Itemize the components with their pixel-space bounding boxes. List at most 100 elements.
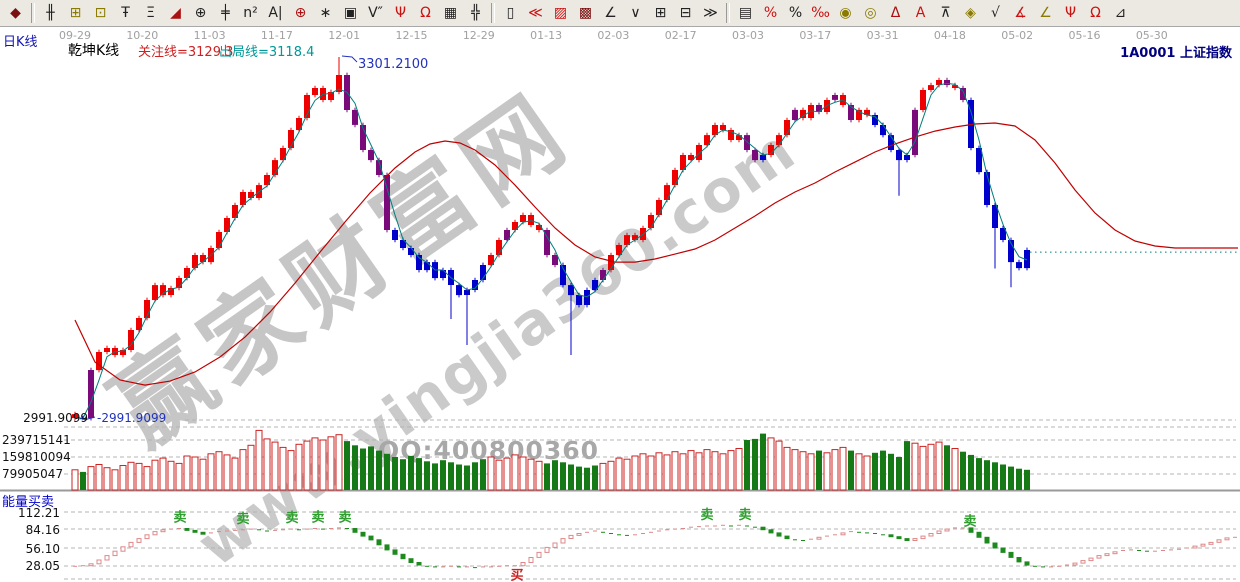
energy-candle xyxy=(896,536,902,540)
candle xyxy=(880,125,886,136)
toolbar-tool-icon[interactable]: ◈ xyxy=(965,5,976,21)
toolbar-tool-icon[interactable]: ⊕ xyxy=(194,5,207,21)
toolbar-tool-icon[interactable]: ╪ xyxy=(221,5,230,21)
energy-pane-title[interactable]: 能量买卖 xyxy=(2,495,55,510)
toolbar-tool-icon[interactable]: ≪ xyxy=(528,5,543,21)
volume-bar xyxy=(888,453,894,490)
volume-bar xyxy=(80,471,86,490)
volume-bar xyxy=(896,457,902,490)
sell-marker: 卖 xyxy=(963,513,976,529)
peak-annotation: 3301.2100 xyxy=(358,57,429,72)
energy-candle xyxy=(120,546,126,552)
toolbar-tool-icon[interactable]: ∠ xyxy=(604,5,617,21)
toolbar-tool-icon[interactable]: ▤ xyxy=(738,5,753,21)
energy-candle xyxy=(784,535,790,540)
volume-bar xyxy=(215,451,223,491)
toolbar-tool-icon[interactable]: ▨ xyxy=(553,5,568,21)
volume-bar xyxy=(919,445,927,491)
toolbar-tool-icon[interactable]: ≫ xyxy=(703,5,718,21)
candle xyxy=(200,255,206,262)
toolbar-tool-icon[interactable]: ◉ xyxy=(839,5,852,21)
date-label: 05-16 xyxy=(1068,29,1101,42)
volume-bar xyxy=(968,454,974,490)
candle xyxy=(160,285,166,296)
energy-candle xyxy=(144,534,150,540)
toolbar-tool-icon[interactable]: Δ xyxy=(890,5,901,21)
energy-candle xyxy=(1024,561,1030,566)
toolbar-tool-icon[interactable]: % xyxy=(788,5,803,21)
energy-candle xyxy=(1008,551,1014,558)
volume-bar xyxy=(111,469,119,491)
attention-line-label: 关注线=3129.3 xyxy=(138,45,234,60)
energy-candle xyxy=(392,549,398,555)
candle xyxy=(728,130,734,140)
toolbar-tool-icon[interactable]: ◢ xyxy=(170,5,181,21)
candle xyxy=(456,285,462,296)
toolbar-tool-icon[interactable]: ▯ xyxy=(506,5,515,21)
toolbar-tool-icon[interactable]: Ψ xyxy=(1064,5,1077,21)
candle xyxy=(1024,250,1030,269)
volume-bar xyxy=(872,452,878,490)
toolbar-tool-icon[interactable]: ▣ xyxy=(343,5,358,21)
toolbar-tool-icon[interactable]: ∡ xyxy=(1014,5,1027,21)
toolbar-tool-icon[interactable]: ∗ xyxy=(319,5,332,21)
toolbar-tool-icon[interactable]: A| xyxy=(268,5,283,21)
volume-bar xyxy=(127,461,135,491)
volume-bar xyxy=(663,454,671,491)
toolbar-tool-icon[interactable]: ▦ xyxy=(443,5,458,21)
candle xyxy=(232,205,238,218)
toolbar-tool-icon[interactable]: V″ xyxy=(368,5,383,21)
candle xyxy=(464,290,470,295)
date-label: 05-02 xyxy=(1001,29,1034,42)
candle xyxy=(192,255,198,268)
candle xyxy=(816,105,822,112)
toolbar-tool-icon[interactable]: ╬ xyxy=(471,5,480,21)
candle xyxy=(800,109,806,118)
volume-bar xyxy=(103,467,111,491)
volume-bar xyxy=(1024,469,1030,490)
toolbar-tool-icon[interactable]: ⊞ xyxy=(69,5,82,21)
energy-candle xyxy=(160,529,166,533)
volume-bar xyxy=(911,442,919,491)
toolbar-tool-icon[interactable]: ⊼ xyxy=(940,5,951,21)
period-label[interactable]: 日K线 xyxy=(3,35,38,50)
energy-candle xyxy=(1000,547,1006,553)
volume-bar xyxy=(831,449,839,491)
toolbar: ◆ ╫ ⊞ ⊡ Ŧ Ξ ◢ ⊕ ╪ n² A| ⊕ ∗ ▣ V″ Ψ Ω ▦ ╬ ▯ ≪ ▨ ▩ ∠ ∨ ⊞ ⊟ ≫ ▤%% ‰ ◉ ◎ Δ A ⊼… xyxy=(0,0,1240,27)
toolbar-tool-icon[interactable]: ⊞ xyxy=(654,5,667,21)
toolbar-tool-icon[interactable]: ⊡ xyxy=(94,5,107,21)
candle xyxy=(480,265,486,280)
volume-bar xyxy=(863,455,871,491)
toolbar-tool-icon[interactable]: ▩ xyxy=(578,5,593,21)
toolbar-tool-icon[interactable]: n² xyxy=(243,5,258,21)
toolbar-tool-icon[interactable]: ⊕ xyxy=(294,5,307,21)
date-label: 11-03 xyxy=(193,29,226,42)
toolbar-tool-icon[interactable]: % xyxy=(763,5,778,21)
energy-candle xyxy=(560,538,566,544)
toolbar-tool-icon[interactable]: Ŧ xyxy=(121,5,130,21)
toolbar-tool-icon[interactable]: ◆ xyxy=(10,5,21,21)
toolbar-tool-icon[interactable]: Ω xyxy=(420,5,431,21)
toolbar-tool-icon[interactable]: A xyxy=(915,5,926,21)
toolbar-tool-icon[interactable]: ◎ xyxy=(864,5,877,21)
candle xyxy=(808,105,814,118)
toolbar-tool-icon[interactable]: ╫ xyxy=(46,5,55,21)
toolbar-tool-icon[interactable]: Ω xyxy=(1090,5,1101,21)
energy-candle xyxy=(928,533,934,537)
toolbar-tool-icon[interactable]: ∠ xyxy=(1039,5,1052,21)
toolbar-tool-icon[interactable]: ⊿ xyxy=(1114,5,1127,21)
candle xyxy=(680,155,686,170)
toolbar-tool-icon[interactable]: ‰ xyxy=(811,5,830,21)
toolbar-tool-icon[interactable]: Ψ xyxy=(394,5,407,21)
candle xyxy=(184,268,190,278)
energy-tick-label: 28.05 xyxy=(25,559,60,573)
toolbar-tool-icon[interactable]: ⊟ xyxy=(679,5,692,21)
volume-bar xyxy=(464,465,470,490)
candle xyxy=(1016,262,1022,269)
candle xyxy=(472,280,478,290)
volume-bar xyxy=(639,453,647,491)
date-label: 03-17 xyxy=(799,29,832,42)
toolbar-tool-icon[interactable]: √ xyxy=(991,5,1000,21)
toolbar-tool-icon[interactable]: Ξ xyxy=(146,5,155,21)
toolbar-tool-icon[interactable]: ∨ xyxy=(630,5,641,21)
